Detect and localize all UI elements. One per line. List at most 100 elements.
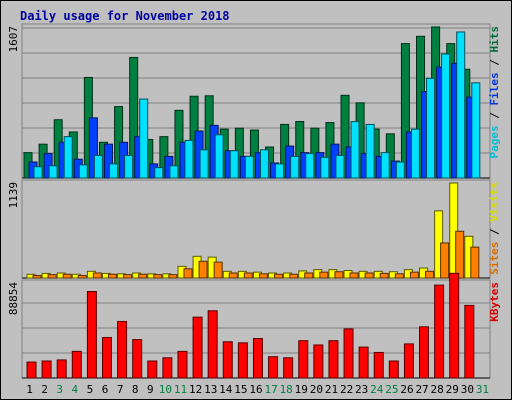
legend-entry: / — [488, 53, 501, 73]
bar-sites-day-26 — [409, 271, 419, 279]
bar-sites-day-19 — [304, 272, 314, 279]
bar-sites-day-12 — [198, 260, 208, 279]
bar-sites-day-13 — [213, 261, 223, 279]
bar-pages-day-17 — [275, 163, 285, 179]
bar-kbytes-day-28 — [434, 284, 445, 379]
bar-sites-day-1 — [32, 274, 42, 279]
x-tick-label-day-15: 15 — [234, 383, 247, 396]
y-max-label-3: 88854 — [7, 282, 20, 315]
bar-sites-day-11 — [183, 268, 193, 279]
bar-pages-day-1 — [33, 166, 43, 179]
bar-kbytes-day-20 — [313, 344, 324, 379]
x-tick-label-day-30: 30 — [461, 383, 474, 396]
bar-pages-day-10 — [169, 165, 179, 179]
bar-sites-day-10 — [168, 274, 178, 279]
bar-kbytes-day-18 — [283, 357, 294, 379]
x-tick-label-day-5: 5 — [87, 383, 94, 396]
bar-pages-day-6 — [108, 163, 118, 179]
bar-sites-day-27 — [425, 270, 435, 279]
x-tick-label-day-6: 6 — [102, 383, 109, 396]
bar-kbytes-day-12 — [192, 316, 203, 379]
bar-pages-day-27 — [426, 77, 436, 179]
bar-sites-day-30 — [470, 246, 480, 279]
legend-entry: KBytes — [488, 282, 501, 322]
bar-sites-day-4 — [77, 274, 87, 279]
bar-kbytes-day-24 — [373, 351, 384, 379]
x-tick-label-day-27: 27 — [415, 383, 428, 396]
bar-sites-day-17 — [274, 273, 284, 279]
bar-kbytes-day-19 — [298, 340, 309, 379]
legend-entry: Visits — [488, 182, 501, 222]
y-max-label-2: 1139 — [7, 182, 20, 209]
x-tick-label-day-14: 14 — [219, 383, 233, 396]
bar-kbytes-day-25 — [388, 360, 399, 379]
bar-kbytes-day-6 — [101, 336, 112, 379]
bar-sites-day-15 — [243, 272, 253, 279]
bar-sites-day-3 — [62, 273, 72, 279]
x-tick-label-day-10: 10 — [159, 383, 172, 396]
bar-kbytes-day-11 — [177, 350, 188, 379]
series-legend-1: Pages / Files / Hits — [488, 26, 501, 159]
legend-entry: Pages — [488, 125, 501, 158]
bar-kbytes-day-8 — [132, 339, 143, 379]
bar-kbytes-day-7 — [117, 320, 128, 379]
x-tick-label-day-17: 17 — [264, 383, 277, 396]
bar-kbytes-day-9 — [147, 360, 158, 379]
bar-sites-day-29 — [455, 230, 465, 279]
bar-kbytes-day-2 — [41, 360, 52, 379]
bar-sites-day-14 — [228, 272, 238, 279]
bar-pages-day-29 — [456, 31, 466, 179]
x-tick-label-day-23: 23 — [355, 383, 368, 396]
chart-title: Daily usage for November 2018 — [20, 9, 230, 23]
bar-kbytes-day-16 — [252, 338, 263, 379]
bar-pages-day-22 — [350, 121, 360, 179]
legend-entry: Files — [488, 72, 501, 105]
bar-sites-day-21 — [334, 271, 344, 279]
x-tick-label-day-13: 13 — [204, 383, 217, 396]
bar-sites-day-22 — [349, 272, 359, 279]
x-tick-label-day-12: 12 — [189, 383, 202, 396]
x-tick-label-day-4: 4 — [72, 383, 79, 396]
x-tick-label-day-16: 16 — [249, 383, 262, 396]
bar-hits-day-8 — [129, 56, 139, 179]
bar-pages-day-20 — [320, 156, 330, 179]
x-tick-label-day-24: 24 — [370, 383, 384, 396]
bar-sites-day-16 — [258, 273, 268, 279]
x-tick-label-day-22: 22 — [340, 383, 353, 396]
legend-entry: / — [488, 106, 501, 126]
x-tick-label-day-19: 19 — [295, 383, 308, 396]
bar-kbytes-day-14 — [222, 341, 233, 379]
plot-area-2 — [21, 179, 491, 279]
bar-pages-day-12 — [199, 149, 209, 179]
x-tick-label-day-8: 8 — [132, 383, 139, 396]
x-tick-label-day-2: 2 — [41, 383, 48, 396]
x-tick-label-day-29: 29 — [446, 383, 459, 396]
bar-kbytes-day-27 — [419, 326, 430, 379]
bar-pages-day-24 — [380, 152, 390, 179]
x-tick-label-day-3: 3 — [56, 383, 63, 396]
bar-pages-day-3 — [63, 136, 73, 179]
bar-kbytes-day-29 — [449, 272, 460, 379]
bar-pages-day-16 — [259, 149, 269, 179]
bar-sites-day-6 — [107, 273, 117, 279]
x-tick-label-day-7: 7 — [117, 383, 124, 396]
bar-pages-day-18 — [290, 155, 300, 179]
bar-sites-day-18 — [289, 273, 299, 279]
x-tick-label-day-18: 18 — [280, 383, 293, 396]
bar-hits-day-19 — [295, 121, 305, 179]
bar-pages-day-2 — [48, 165, 58, 179]
bar-sites-day-2 — [47, 274, 57, 279]
x-tick-label-day-11: 11 — [174, 383, 187, 396]
bar-sites-day-20 — [319, 271, 329, 279]
legend-entry: Sites — [488, 242, 501, 275]
bar-kbytes-day-15 — [237, 342, 248, 379]
x-tick-label-day-20: 20 — [310, 383, 323, 396]
bar-pages-day-13 — [214, 134, 224, 179]
y-max-label-1: 1607 — [7, 26, 20, 53]
series-legend-3: KBytes — [488, 282, 501, 322]
x-tick-label-day-25: 25 — [385, 383, 398, 396]
series-legend-2: Sites / Visits — [488, 182, 501, 275]
bar-sites-day-23 — [364, 272, 374, 279]
bar-kbytes-day-4 — [71, 350, 82, 379]
